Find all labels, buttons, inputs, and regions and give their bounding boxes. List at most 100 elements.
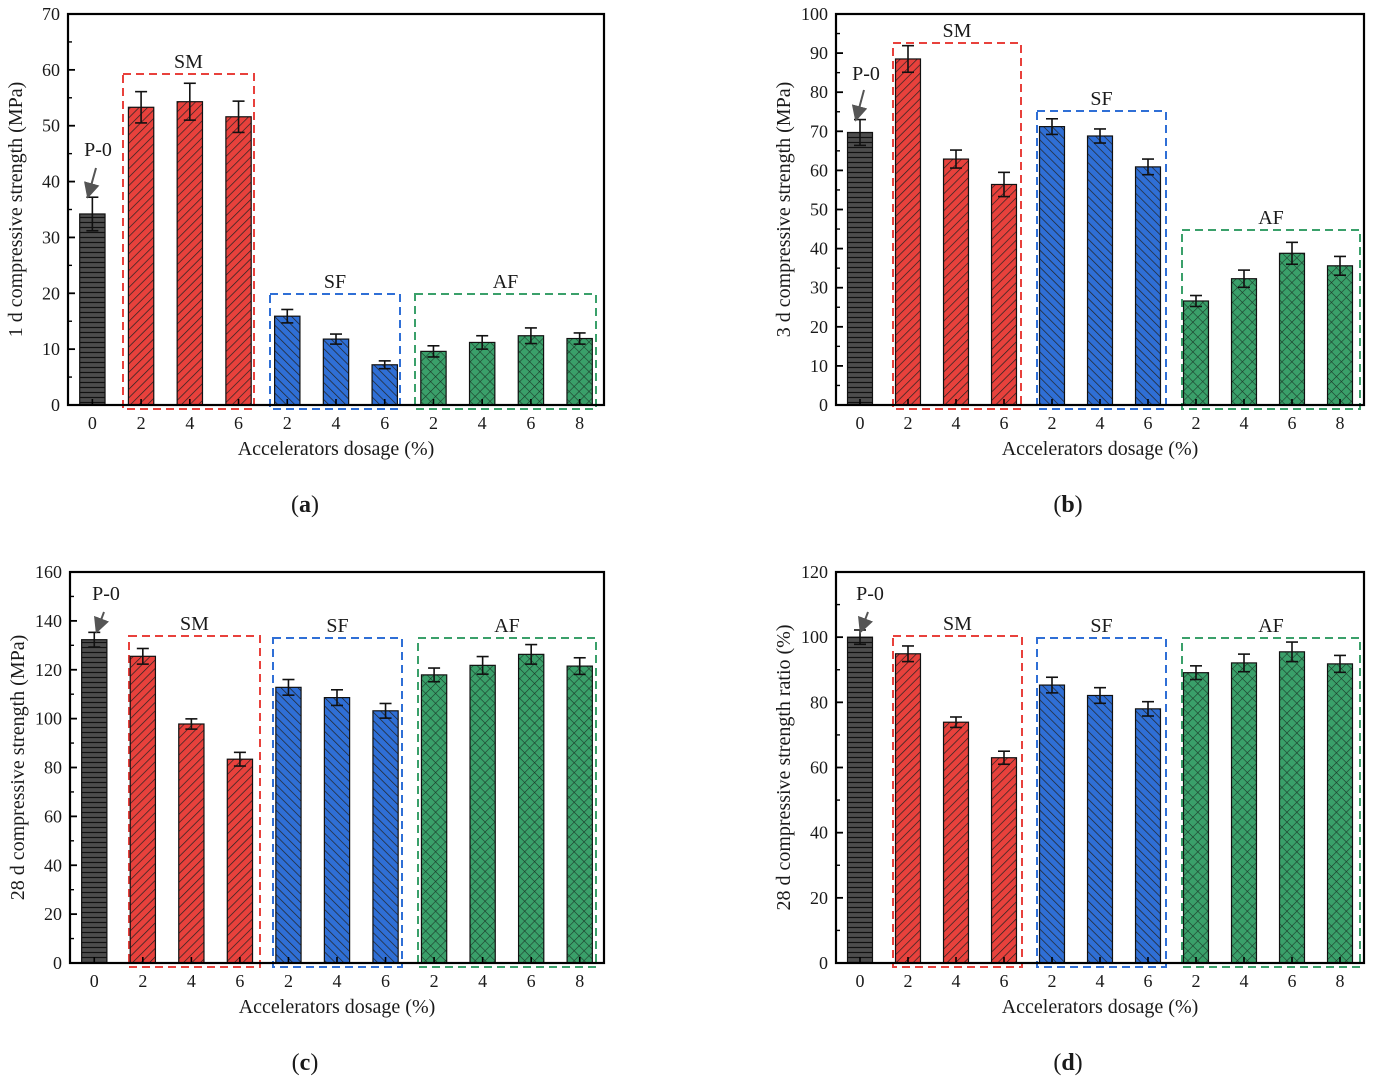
y-tick-label: 10: [42, 339, 60, 359]
p0-arrow: [858, 611, 874, 634]
bar-sm-4: [176, 101, 204, 406]
error-bar: [331, 688, 343, 707]
y-tick-label: 100: [801, 4, 828, 24]
x-tick-label: 6: [234, 413, 243, 433]
x-tick-label: 4: [332, 413, 341, 433]
error-bar: [1286, 641, 1298, 663]
sf-group-label: SF: [1090, 615, 1112, 637]
x-tick-label: 4: [478, 971, 487, 991]
x-tick-label: 6: [1288, 413, 1297, 433]
error-bar: [183, 82, 196, 121]
bar-sm-6: [225, 116, 252, 406]
bar-sf-2: [275, 686, 302, 964]
af-group-label: AF: [494, 615, 520, 637]
y-tick-label: 50: [42, 116, 60, 136]
sf-group-label: SF: [324, 271, 346, 293]
bar-sf-2: [1038, 684, 1066, 964]
bar-p-0: [846, 131, 874, 406]
y-tick-label: 40: [44, 855, 62, 875]
sm-group-label: SM: [943, 613, 972, 635]
x-tick-label: 0: [856, 413, 865, 433]
x-tick-label: 8: [575, 413, 584, 433]
p0-arrow: [94, 611, 110, 634]
y-tick-label: 50: [810, 200, 828, 220]
chart-panel-2: 0 10 20 30 40 50 60 70 80 90 100 0 2 4 6 2 4 6 2 4 6 8 Acceler…: [773, 4, 1366, 518]
x-tick-label: 4: [185, 413, 194, 433]
y-tick-label: 80: [810, 82, 828, 102]
y-tick-label: 0: [51, 395, 60, 415]
bar-af-4: [1230, 278, 1258, 406]
y-tick-label: 60: [810, 160, 828, 180]
error-bar: [233, 751, 246, 767]
x-axis-label: Accelerators dosage (%): [1002, 438, 1199, 460]
bar-af-2: [420, 350, 447, 406]
error-bar: [1046, 117, 1058, 136]
chart-panel-3: 0 20 40 60 80 100 120 140 160 0 2 4 6 2 4 6 2 4 6 8 Accelera…: [7, 562, 606, 1076]
bar-af-8: [566, 337, 593, 406]
y-tick-label: 40: [42, 172, 60, 192]
error-bar: [379, 702, 392, 719]
error-bar: [281, 308, 294, 324]
y-tick-label: 20: [810, 888, 828, 908]
p0-annotation: P-0: [852, 63, 880, 85]
bar-p-0: [81, 639, 108, 964]
bar-af-4: [469, 664, 496, 964]
bar-af-8: [566, 665, 593, 964]
bar-sf-4: [323, 697, 351, 964]
error-bar: [1142, 700, 1154, 717]
y-tick-label: 30: [810, 278, 828, 298]
x-tick-label: 2: [138, 971, 147, 991]
y-axis-label: 1 d compressive strength (MPa): [5, 82, 27, 338]
y-axis-label: 3 d compressive strength (MPa): [773, 82, 795, 338]
x-tick-label: 2: [137, 413, 146, 433]
error-bar: [1238, 653, 1250, 673]
y-tick-label: 90: [810, 43, 828, 63]
x-tick-label: 0: [856, 971, 865, 991]
bar-sf-4: [1086, 135, 1114, 406]
x-tick-label: 4: [1240, 971, 1249, 991]
x-tick-label: 2: [284, 971, 293, 991]
y-tick-label: 70: [810, 121, 828, 141]
chart-panel-4: 0 20 40 60 80 100 120 0 2 4 6 2 4 6 2 4 6 8 Accelerators d…: [773, 562, 1366, 1076]
panel-letter: (d): [1053, 1050, 1082, 1076]
error-bar: [282, 678, 295, 696]
bar-sf-4: [1086, 694, 1114, 964]
x-tick-label: 6: [527, 971, 536, 991]
x-tick-label: 2: [1192, 413, 1201, 433]
y-tick-label: 0: [819, 395, 828, 415]
bar-sf-6: [1134, 708, 1162, 964]
x-tick-label: 4: [952, 413, 961, 433]
bar-p-0: [79, 213, 106, 406]
x-tick-label: 8: [1336, 413, 1345, 433]
x-tick-label: 2: [1048, 971, 1057, 991]
bar-sf-4: [322, 338, 350, 406]
y-tick-label: 80: [810, 692, 828, 712]
error-bar: [1046, 676, 1058, 694]
y-tick-label: 100: [801, 627, 828, 647]
y-axis-label: 28 d compressive strength (MPa): [7, 635, 29, 901]
error-bar: [950, 149, 962, 169]
error-bar: [1190, 665, 1202, 681]
bar-af-4: [468, 341, 496, 406]
x-tick-label: 0: [88, 413, 97, 433]
af-group-box: [1181, 229, 1361, 410]
y-tick-label: 120: [801, 562, 828, 582]
x-tick-label: 8: [575, 971, 584, 991]
bar-af-6: [1278, 252, 1306, 406]
af-group-label: AF: [1258, 615, 1284, 637]
chart-panel-1: 0 10 20 30 40 50 60 70 0 2 4 6 2 4 6 2 4 6 8 Accelerators d…: [5, 4, 606, 518]
x-tick-label: 6: [381, 971, 390, 991]
bar-sf-2: [274, 315, 301, 406]
error-bar: [1334, 654, 1346, 674]
sm-group-box: [122, 73, 255, 410]
x-axis-label: Accelerators dosage (%): [238, 438, 435, 460]
panel-letter: (a): [291, 492, 319, 518]
bar-af-4: [1230, 662, 1258, 964]
af-group-label: AF: [1258, 207, 1284, 229]
x-tick-label: 6: [1144, 413, 1153, 433]
error-bar: [950, 716, 962, 729]
x-tick-label: 6: [235, 971, 244, 991]
x-tick-label: 4: [1096, 971, 1105, 991]
error-bar: [330, 333, 342, 345]
